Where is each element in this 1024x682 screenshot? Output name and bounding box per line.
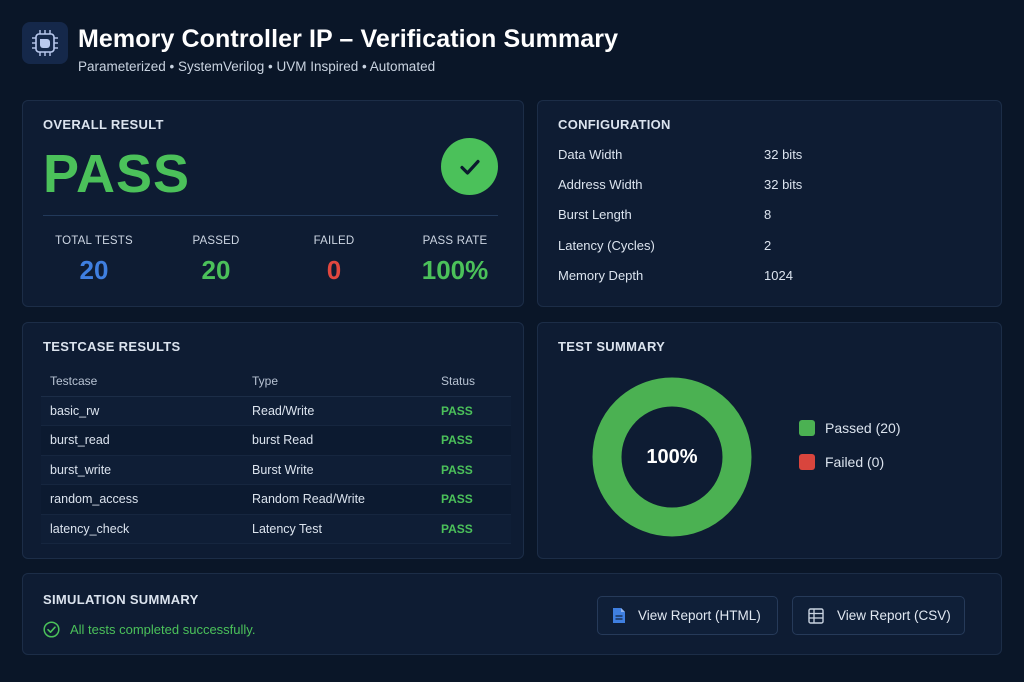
status-badge: PASS xyxy=(432,514,511,544)
document-icon xyxy=(612,607,626,624)
testcase-type: Read/Write xyxy=(243,396,432,426)
stat-total-tests: TOTAL TESTS 20 xyxy=(34,235,154,286)
table-row: latency_check Latency Test PASS xyxy=(41,514,511,544)
overall-result-title: OVERALL RESULT xyxy=(43,117,164,132)
simulation-summary-title: SIMULATION SUMMARY xyxy=(43,592,199,607)
stat-label: TOTAL TESTS xyxy=(55,235,133,247)
view-report-csv-button[interactable]: View Report (CSV) xyxy=(792,596,965,635)
config-value: 1024 xyxy=(764,268,793,283)
donut-center-label: 100% xyxy=(646,445,698,468)
testcase-name: basic_rw xyxy=(41,396,243,426)
table-icon xyxy=(808,607,824,624)
legend-label: Passed (20) xyxy=(825,420,901,436)
check-circle-icon xyxy=(441,138,498,195)
testcase-type: Burst Write xyxy=(243,455,432,485)
table-row: basic_rw Read/Write PASS xyxy=(41,396,511,426)
table-row: burst_read burst Read PASS xyxy=(41,425,511,456)
testcase-type: Random Read/Write xyxy=(243,484,432,515)
column-header: Testcase xyxy=(41,367,243,397)
button-label: View Report (CSV) xyxy=(837,608,951,623)
stat-label: PASSED xyxy=(192,235,240,247)
legend-swatch xyxy=(799,454,815,470)
legend-swatch xyxy=(799,420,815,436)
stat-label: FAILED xyxy=(313,235,355,247)
test-summary-title: TEST SUMMARY xyxy=(558,339,666,354)
overall-result-value: PASS xyxy=(43,144,191,204)
status-badge: PASS xyxy=(432,484,511,515)
chip-icon xyxy=(22,22,68,64)
column-header: Type xyxy=(243,367,432,397)
status-badge: PASS xyxy=(432,425,511,456)
testcase-name: latency_check xyxy=(41,514,243,544)
config-value: 32 bits xyxy=(764,147,803,162)
config-label: Memory Depth xyxy=(558,268,644,283)
overall-result-card: OVERALL RESULT PASS TOTAL TESTS 20 PASSE… xyxy=(22,100,524,307)
stat-value: 0 xyxy=(326,255,342,285)
table-header-row: Testcase Type Status xyxy=(41,367,511,397)
simulation-message-text: All tests completed successfully. xyxy=(70,622,256,637)
button-label: View Report (HTML) xyxy=(638,608,761,623)
simulation-message: All tests completed successfully. xyxy=(43,621,255,638)
column-header: Status xyxy=(432,367,511,397)
stat-value: 20 xyxy=(201,255,231,285)
stat-value: 100% xyxy=(421,255,489,285)
status-badge: PASS xyxy=(432,455,511,485)
donut-chart xyxy=(592,377,752,537)
testcase-type: burst Read xyxy=(243,425,432,456)
configuration-card: CONFIGURATION Data Width 32 bits Address… xyxy=(537,100,1002,307)
table-row: burst_write Burst Write PASS xyxy=(41,455,511,485)
config-value: 2 xyxy=(764,238,772,253)
config-label: Latency (Cycles) xyxy=(558,238,655,253)
testcase-results-card: TESTCASE RESULTS Testcase Type Status ba… xyxy=(22,322,524,559)
config-value: 32 bits xyxy=(764,177,803,192)
config-label: Address Width xyxy=(558,177,643,192)
stat-failed: FAILED 0 xyxy=(274,235,394,286)
page-subtitle: Parameterized • SystemVerilog • UVM Insp… xyxy=(78,59,436,74)
stat-value: 20 xyxy=(79,255,109,285)
stat-pass-rate: PASS RATE 100% xyxy=(395,235,515,286)
legend-item-passed: Passed (20) xyxy=(799,420,900,436)
config-value: 8 xyxy=(764,207,772,222)
divider xyxy=(43,215,498,216)
testcase-table: Testcase Type Status basic_rw Read/Write… xyxy=(41,367,511,544)
test-summary-card: TEST SUMMARY 100% Passed (20) Failed (0) xyxy=(537,322,1002,559)
testcase-results-title: TESTCASE RESULTS xyxy=(43,339,181,354)
donut-passed-segment xyxy=(592,377,752,537)
simulation-summary-card: SIMULATION SUMMARY All tests completed s… xyxy=(22,573,1002,655)
testcase-name: burst_read xyxy=(41,425,243,456)
legend-label: Failed (0) xyxy=(825,454,885,470)
testcase-type: Latency Test xyxy=(243,514,432,544)
view-report-html-button[interactable]: View Report (HTML) xyxy=(597,596,778,635)
config-label: Data Width xyxy=(558,147,623,162)
page-header: Memory Controller IP – Verification Summ… xyxy=(22,22,619,74)
testcase-name: random_access xyxy=(41,484,243,515)
config-label: Burst Length xyxy=(558,207,632,222)
page-title: Memory Controller IP – Verification Summ… xyxy=(78,25,619,53)
status-badge: PASS xyxy=(432,396,511,426)
table-row: random_access Random Read/Write PASS xyxy=(41,484,511,515)
legend-item-failed: Failed (0) xyxy=(799,454,884,470)
check-circle-icon xyxy=(43,621,60,638)
stat-label: PASS RATE xyxy=(422,235,488,247)
configuration-title: CONFIGURATION xyxy=(558,117,671,132)
testcase-name: burst_write xyxy=(41,455,243,485)
stat-passed: PASSED 20 xyxy=(156,235,276,286)
